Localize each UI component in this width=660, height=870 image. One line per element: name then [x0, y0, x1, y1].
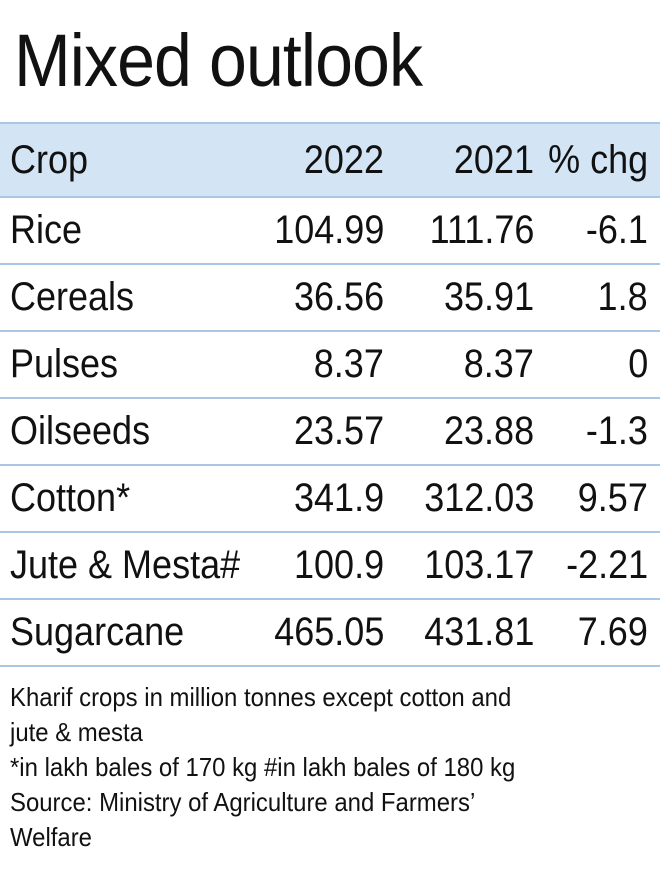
table-row: Pulses 8.37 8.37 0: [0, 332, 660, 399]
crop-name-cell: Cereals: [10, 275, 135, 319]
crop-name-cell: Cotton*: [10, 476, 131, 520]
table-row: Rice 104.99 111.76 -6.1: [0, 198, 660, 265]
crop-name-cell: Oilseeds: [10, 409, 151, 453]
pct-change-cell: -1.3: [585, 409, 648, 453]
value-2022-cell: 23.57: [293, 409, 384, 453]
value-2021-cell: 431.81: [423, 610, 534, 654]
pct-change-cell: 1.8: [597, 275, 648, 319]
pct-change-cell: 9.57: [577, 476, 648, 520]
pct-change-cell: -2.21: [565, 543, 648, 587]
value-2022-cell: 465.05: [273, 610, 384, 654]
value-2021-cell: 23.88: [443, 409, 534, 453]
source-line: Source: Ministry of Agriculture and Farm…: [10, 787, 476, 817]
crop-name-cell: Pulses: [10, 342, 119, 386]
footnote-line: jute & mesta: [10, 717, 143, 747]
source-line: Welfare: [10, 822, 92, 852]
column-header-pct-chg: % chg: [547, 138, 648, 182]
value-2022-cell: 8.37: [313, 342, 384, 386]
column-header-crop: Crop: [10, 138, 89, 182]
table-row: Cereals 36.56 35.91 1.8: [0, 265, 660, 332]
crop-name-cell: Rice: [10, 208, 83, 252]
pct-change-cell: 7.69: [577, 610, 648, 654]
table-row: Oilseeds 23.57 23.88 -1.3: [0, 399, 660, 466]
value-2021-cell: 111.76: [429, 208, 534, 252]
footnote-line: *in lakh bales of 170 kg #in lakh bales …: [10, 752, 516, 782]
table-row: Cotton* 341.9 312.03 9.57: [0, 466, 660, 533]
table-row: Jute & Mesta# 100.9 103.17 -2.21: [0, 533, 660, 600]
value-2021-cell: 35.91: [443, 275, 534, 319]
value-2022-cell: 36.56: [293, 275, 384, 319]
chart-title: Mixed outlook: [14, 19, 423, 102]
value-2022-cell: 341.9: [293, 476, 384, 520]
data-table: Crop 2022 2021 % chg Rice 104.99 111.76 …: [0, 122, 660, 667]
column-header-2022: 2022: [303, 138, 384, 182]
table-row: Sugarcane 465.05 431.81 7.69: [0, 600, 660, 667]
column-header-2021: 2021: [453, 138, 534, 182]
crop-name-cell: Jute & Mesta#: [10, 543, 241, 587]
footnote-line: Kharif crops in million tonnes except co…: [10, 682, 512, 712]
crop-name-cell: Sugarcane: [10, 610, 185, 654]
pct-change-cell: 0: [627, 342, 648, 386]
value-2021-cell: 8.37: [463, 342, 534, 386]
table-header-row: Crop 2022 2021 % chg: [0, 122, 660, 198]
value-2021-cell: 312.03: [423, 476, 534, 520]
value-2022-cell: 100.9: [293, 543, 384, 587]
pct-change-cell: -6.1: [585, 208, 648, 252]
value-2022-cell: 104.99: [273, 208, 384, 252]
value-2021-cell: 103.17: [423, 543, 534, 587]
footnotes: Kharif crops in million tonnes except co…: [10, 680, 599, 855]
